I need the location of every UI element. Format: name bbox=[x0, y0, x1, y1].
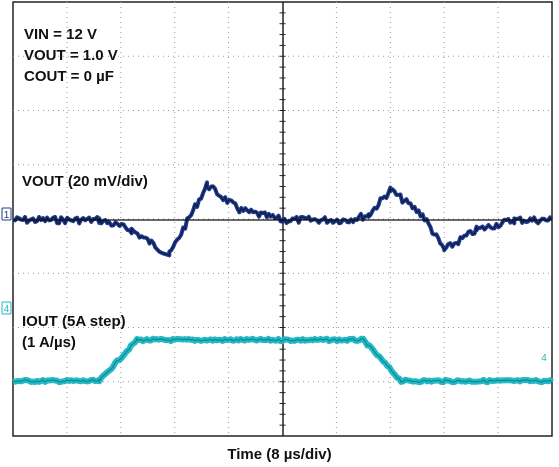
condition-vout: VOUT = 1.0 V bbox=[24, 47, 118, 64]
marker-channel-1: 1 bbox=[1, 207, 12, 221]
trace-center-line bbox=[12, 337, 553, 384]
traces bbox=[12, 180, 555, 386]
channel-markers: 1 4 4 bbox=[1, 207, 547, 364]
x-axis-label: Time (8 µs/div) bbox=[227, 446, 332, 463]
marker-number: 1 bbox=[4, 210, 10, 221]
marker-number: 4 bbox=[4, 304, 10, 315]
marker-box bbox=[1, 301, 12, 315]
condition-cout: COUT = 0 µF bbox=[24, 68, 114, 85]
condition-vin: VIN = 12 V bbox=[24, 26, 97, 43]
iout-slew-label: (1 A/µs) bbox=[22, 334, 76, 351]
oscilloscope-plot: 1 4 4 bbox=[1, 1, 555, 437]
marker-box bbox=[1, 207, 12, 221]
series-iout bbox=[12, 335, 555, 386]
trigger-marker: 4 bbox=[541, 353, 547, 364]
iout-series-label: IOUT (5A step) bbox=[22, 313, 126, 330]
marker-channel-4: 4 bbox=[1, 301, 12, 315]
vout-series-label: VOUT (20 mV/div) bbox=[22, 173, 148, 190]
